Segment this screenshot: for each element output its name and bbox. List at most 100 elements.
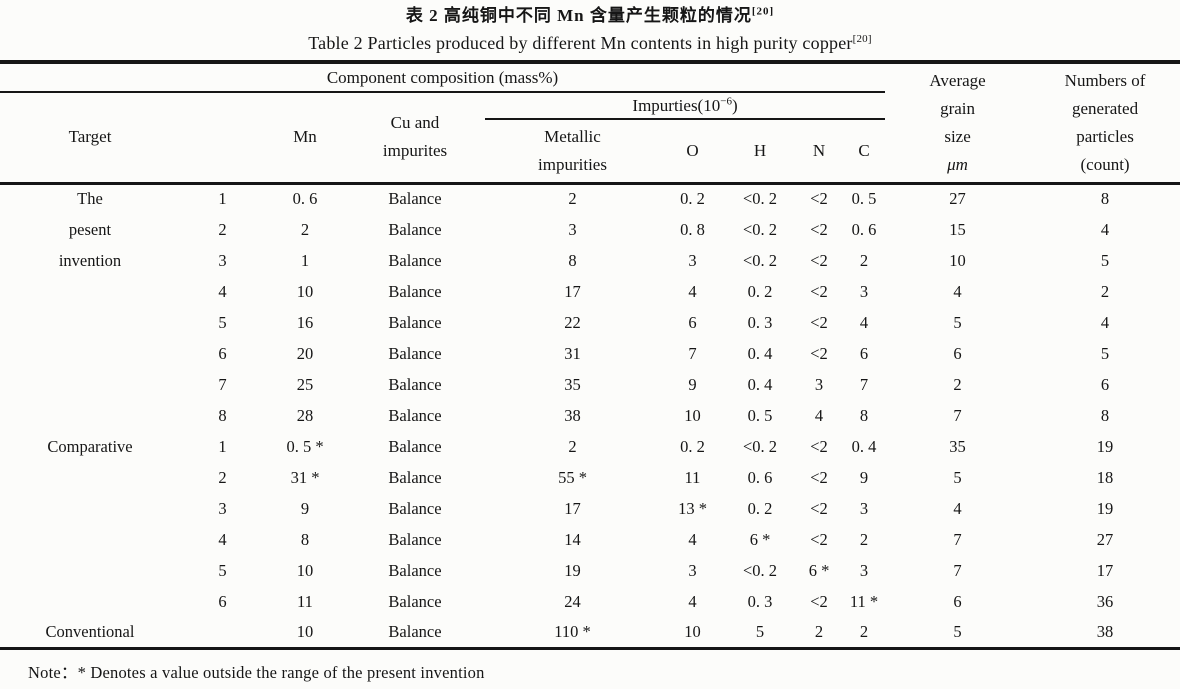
cell-hydrogen: 0. 3 [747,591,773,611]
cell-mn: 28 [296,405,314,425]
cell-mn: 9 [300,498,310,518]
cell-mn: 25 [296,374,314,394]
cell-carbon: 3 [859,560,869,580]
cell-nitrogen: 3 [814,374,824,394]
cell-cu: Balance [388,343,442,363]
cell-hydrogen: 0. 4 [747,343,773,363]
cell-oxygen: 0. 2 [680,436,705,456]
header-nitrogen: N [812,140,826,160]
header-grain-unit: μm [947,154,968,174]
cell-cu: Balance [388,529,442,549]
table-row: 2 31 * Balance 55 * 11 0. 6 <2 9 5 18 [0,462,1180,493]
cell-particle-count: 8 [1100,189,1110,209]
cell-oxygen: 3 [688,250,697,270]
table-row: 5 10 Balance 19 3 <0. 2 6 * 3 7 17 [0,555,1180,586]
cell-target: invention [58,250,122,270]
header-cu-and-impurities: Cu and impurites [345,92,485,183]
cell-carbon: 3 [859,281,869,301]
cell-oxygen: 4 [688,591,697,611]
cell-metallic-impurities: 17 [564,281,581,301]
cell-hydrogen: 0. 6 [747,467,773,487]
cell-cu: Balance [388,436,442,456]
cell-target [0,524,180,555]
cell-oxygen: 9 [688,374,697,394]
cell-cu: Balance [388,312,442,332]
cell-particle-count: 4 [1100,312,1110,332]
cell-particle-count: 19 [1096,498,1114,518]
cell-oxygen: 3 [688,560,697,580]
cell-hydrogen: 0. 2 [747,281,773,301]
cell-grain-size: 7 [953,405,962,425]
cell-hydrogen: 5 [755,621,765,641]
cell-mn: 0. 5 * [286,436,324,456]
cell-mn: 31 * [290,467,320,487]
cell-target [0,586,180,617]
cell-sample-number: 3 [218,250,227,270]
cell-mn: 20 [296,343,314,363]
cell-cu: Balance [388,591,442,611]
header-particles-line4: (count) [1080,154,1130,174]
header-component-composition: Component composition (mass%) [0,62,886,93]
cell-target [0,400,180,431]
cell-metallic-impurities: 2 [568,436,577,456]
table-row: 8 28 Balance 38 10 0. 5 4 8 7 8 [0,400,1180,431]
cell-nitrogen: 2 [814,621,824,641]
cell-metallic-impurities: 31 [564,343,581,363]
header-hydrogen: H [753,140,767,160]
header-cu-line1: Cu and [390,113,440,133]
cell-grain-size: 2 [953,374,962,394]
cell-hydrogen: 6 * [749,529,771,549]
cell-particle-count: 17 [1096,560,1114,580]
cell-cu: Balance [388,189,442,209]
cell-oxygen: 0. 2 [680,189,705,209]
table-row: 4 10 Balance 17 4 0. 2 <2 3 4 2 [0,276,1180,307]
table-body: The 1 0. 6 Balance 2 0. 2 <0. 2 <2 0. 5 … [0,183,1180,648]
cell-metallic-impurities: 8 [568,250,577,270]
cell-carbon: 0. 5 [851,189,877,209]
cell-grain-size: 35 [949,436,966,456]
cell-carbon: 7 [859,374,869,394]
cell-nitrogen: 4 [814,405,824,425]
cell-carbon: 3 [859,498,869,518]
cell-metallic-impurities: 17 [564,498,581,518]
cell-cu: Balance [388,281,442,301]
cell-target [0,462,180,493]
cell-mn: 10 [296,621,314,641]
cell-nitrogen: <2 [810,591,828,611]
cell-particle-count: 6 [1100,374,1110,394]
cell-sample-number: 5 [218,312,227,332]
cell-cu: Balance [388,467,442,487]
table-title-zh-text: 表 2 高纯铜中不同 Mn 含量产生颗粒的情况 [405,6,752,25]
cell-sample-number: 5 [218,560,227,580]
cell-hydrogen: <0. 2 [742,560,778,580]
cell-carbon: 8 [859,405,869,425]
cell-sample-number: 6 [218,343,227,363]
cell-grain-size: 5 [953,467,962,487]
header-grain-line1: Average [929,70,986,90]
header-impurities-group: Impurties(10−6) [485,92,886,120]
cell-particle-count: 18 [1096,467,1114,487]
cell-mn: 1 [300,250,310,270]
cell-metallic-impurities: 22 [564,312,581,332]
cell-nitrogen: <2 [810,529,828,549]
cell-particle-count: 8 [1100,405,1110,425]
cell-mn: 10 [296,560,314,580]
cell-oxygen: 6 [688,312,697,332]
cell-nitrogen: <2 [810,312,828,332]
cell-oxygen: 7 [688,343,697,363]
table-row: Conventional 10 Balance 110 * 10 5 2 2 5… [0,617,1180,648]
table-row: 6 11 Balance 24 4 0. 3 <2 11 * 6 36 [0,586,1180,617]
header-average-grain-size: Average grain size μm [885,62,1030,183]
cell-grain-size: 15 [949,219,966,239]
cell-cu: Balance [388,405,442,425]
cell-cu: Balance [388,374,442,394]
cell-cu: Balance [388,498,442,518]
cell-nitrogen: <2 [810,436,828,456]
cell-metallic-impurities: 110 * [554,621,591,641]
header-mn: Mn [293,127,317,147]
cell-particle-count: 38 [1096,621,1114,641]
cell-nitrogen: <2 [810,498,828,518]
header-cu-line2: impurites [382,141,448,161]
table-row: 3 9 Balance 17 13 * 0. 2 <2 3 4 19 [0,493,1180,524]
cell-hydrogen: <0. 2 [742,219,778,239]
